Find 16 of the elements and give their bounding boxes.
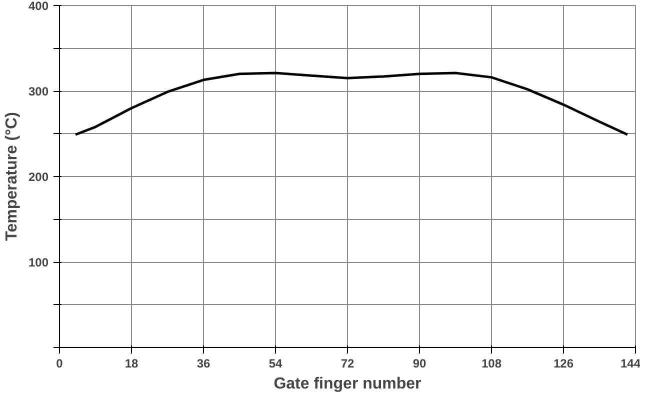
x-tick-label: 90 xyxy=(412,356,426,370)
line-series xyxy=(74,72,629,136)
y-tick-label: 300 xyxy=(28,84,49,98)
x-tick-label: 36 xyxy=(196,356,210,370)
x-tick-label: 54 xyxy=(268,356,282,370)
y-tick-label: 200 xyxy=(28,170,49,184)
x-axis-title: Gate finger number xyxy=(274,376,422,392)
y-axis-title: Temperature (°C) xyxy=(3,112,20,241)
x-tick-label: 144 xyxy=(620,356,641,370)
x-tick-label: 108 xyxy=(481,356,502,370)
x-tick-label: 126 xyxy=(553,356,574,370)
x-tick-label: 72 xyxy=(340,356,354,370)
x-tick-label: 0 xyxy=(56,356,64,370)
x-tick-label: 18 xyxy=(124,356,138,370)
y-tick-label: 400 xyxy=(28,0,49,13)
y-tick-label: 100 xyxy=(28,256,49,270)
